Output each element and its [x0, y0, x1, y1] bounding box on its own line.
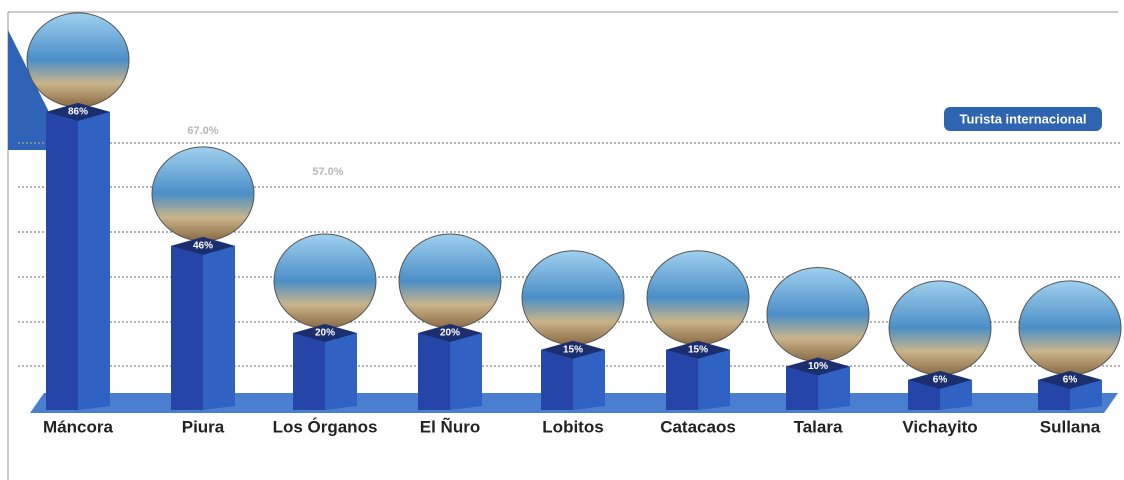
bar-side: [325, 333, 357, 410]
x-tick-label: Talara: [794, 417, 843, 436]
x-tick-label: Catacaos: [660, 417, 736, 436]
bar: [908, 379, 940, 410]
bar: [786, 366, 818, 410]
bar-side: [573, 349, 605, 410]
bar-side: [818, 366, 850, 410]
bar-side: [78, 111, 110, 411]
photo-circle: [646, 250, 750, 346]
value-label: 20%: [440, 328, 460, 339]
bar: [1038, 379, 1070, 410]
x-tick-label: Máncora: [43, 417, 113, 436]
value-label: 6%: [1063, 375, 1078, 386]
bar-top: [418, 324, 482, 342]
bar-side: [1070, 379, 1102, 410]
bar: [541, 349, 573, 410]
bar-side: [940, 379, 972, 410]
bar-top: [293, 324, 357, 342]
value-label: 46%: [193, 241, 213, 252]
legend-badge: [944, 107, 1102, 131]
x-tick-label: Los Órganos: [273, 417, 378, 436]
photo-circle: [26, 12, 130, 108]
bar: [46, 111, 78, 411]
bar: [171, 245, 203, 410]
photo-circle: [521, 250, 625, 346]
photo-circle: [888, 280, 992, 376]
photo-circle: [273, 233, 377, 329]
bar-top: [46, 102, 110, 121]
bar-side: [698, 349, 730, 410]
bar-side: [450, 333, 482, 410]
x-tick-label: Sullana: [1040, 417, 1101, 436]
bar-top: [1038, 370, 1102, 389]
x-tick-label: Lobitos: [542, 417, 603, 436]
value-label: 10%: [808, 361, 828, 372]
bar: [418, 333, 450, 410]
value-label: 15%: [563, 344, 583, 355]
annotation: 57.0%: [312, 166, 343, 178]
photo-circle: [1018, 280, 1122, 376]
x-tick-label: Vichayito: [902, 417, 977, 436]
bar: [293, 333, 325, 410]
bar-top: [666, 340, 730, 359]
bar-top: [786, 357, 850, 376]
value-label: 6%: [933, 375, 948, 386]
bar-top: [908, 370, 972, 389]
photo-circle: [151, 146, 255, 242]
bar-top: [171, 236, 235, 255]
x-tick-label: Piura: [182, 417, 225, 436]
annotation: 67.0%: [187, 125, 218, 137]
value-label: 15%: [688, 344, 708, 355]
bar-top: [541, 340, 605, 359]
bar-side: [203, 245, 235, 410]
x-tick-label: El Ñuro: [420, 416, 480, 436]
photo-circle: [766, 267, 870, 362]
value-label: 86%: [68, 107, 88, 118]
bar: [666, 349, 698, 410]
value-label: 20%: [315, 328, 335, 339]
photo-circle: [398, 233, 502, 329]
corner-decoration: [8, 30, 48, 150]
legend-label: Turista internacional: [960, 111, 1087, 126]
